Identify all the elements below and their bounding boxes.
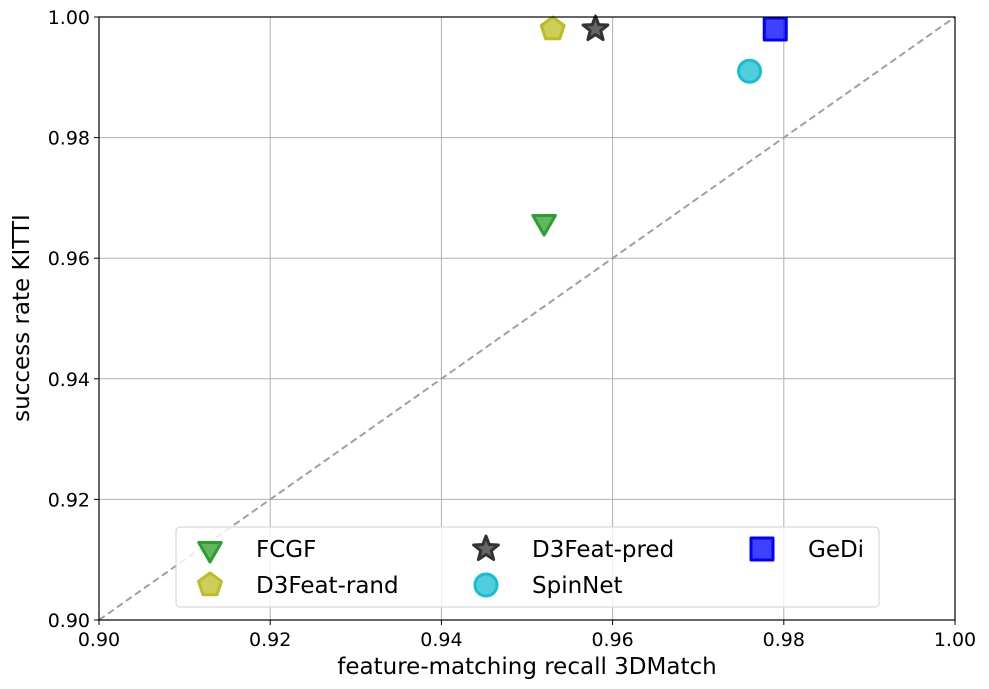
grid-lines [98, 16, 956, 621]
y-tick-label: 0.92 [48, 489, 90, 511]
y-axis-title: success rate KITTI [9, 214, 35, 422]
x-tick-label: 0.98 [763, 629, 805, 651]
legend-label-d3feat-rand: D3Feat-rand [256, 573, 399, 599]
x-tick-label: 0.96 [591, 629, 633, 651]
legend: FCGF D3Feat-rand D3Feat-pred SpinNet GeDi [175, 526, 880, 608]
x-tick-label: 1.00 [934, 629, 976, 651]
legend-marker-spinnet [473, 572, 499, 598]
y-tick-label: 1.00 [48, 7, 90, 29]
data-point-d3feat-rand [539, 15, 566, 41]
data-point-d3feat-pred [581, 14, 610, 42]
legend-label-spinnet: SpinNet [532, 573, 623, 599]
y-tick-label: 0.90 [48, 610, 90, 632]
diagonal-line [98, 16, 956, 621]
y-axis-ticks: 0.90 0.92 0.94 0.96 0.98 1.00 [48, 7, 99, 632]
x-axis-ticks: 0.90 0.92 0.94 0.96 0.98 1.00 [78, 620, 976, 651]
y-tick-label: 0.98 [48, 128, 90, 150]
data-point-fcgf [531, 214, 557, 237]
x-axis-title: feature-matching recall 3DMatch [337, 654, 716, 680]
legend-box [175, 526, 880, 608]
data-point-gedi [762, 16, 788, 42]
x-tick-label: 0.90 [78, 629, 120, 651]
legend-marker-fcgf [197, 541, 223, 564]
x-tick-label: 0.94 [420, 629, 462, 651]
legend-label-d3feat-pred: D3Feat-pred [532, 537, 674, 563]
diagonal-reference [98, 16, 956, 621]
legend-label-gedi: GeDi [808, 537, 864, 563]
legend-marker-d3feat-rand [197, 571, 223, 597]
y-tick-label: 0.96 [48, 248, 90, 270]
x-tick-label: 0.92 [249, 629, 291, 651]
legend-label-fcgf: FCGF [256, 537, 316, 563]
legend-marker-d3feat-pred [472, 534, 500, 562]
y-tick-label: 0.94 [48, 369, 90, 391]
data-points [531, 14, 788, 237]
legend-marker-gedi [749, 536, 775, 562]
data-point-spinnet [737, 58, 763, 84]
plot-frame [98, 16, 956, 621]
